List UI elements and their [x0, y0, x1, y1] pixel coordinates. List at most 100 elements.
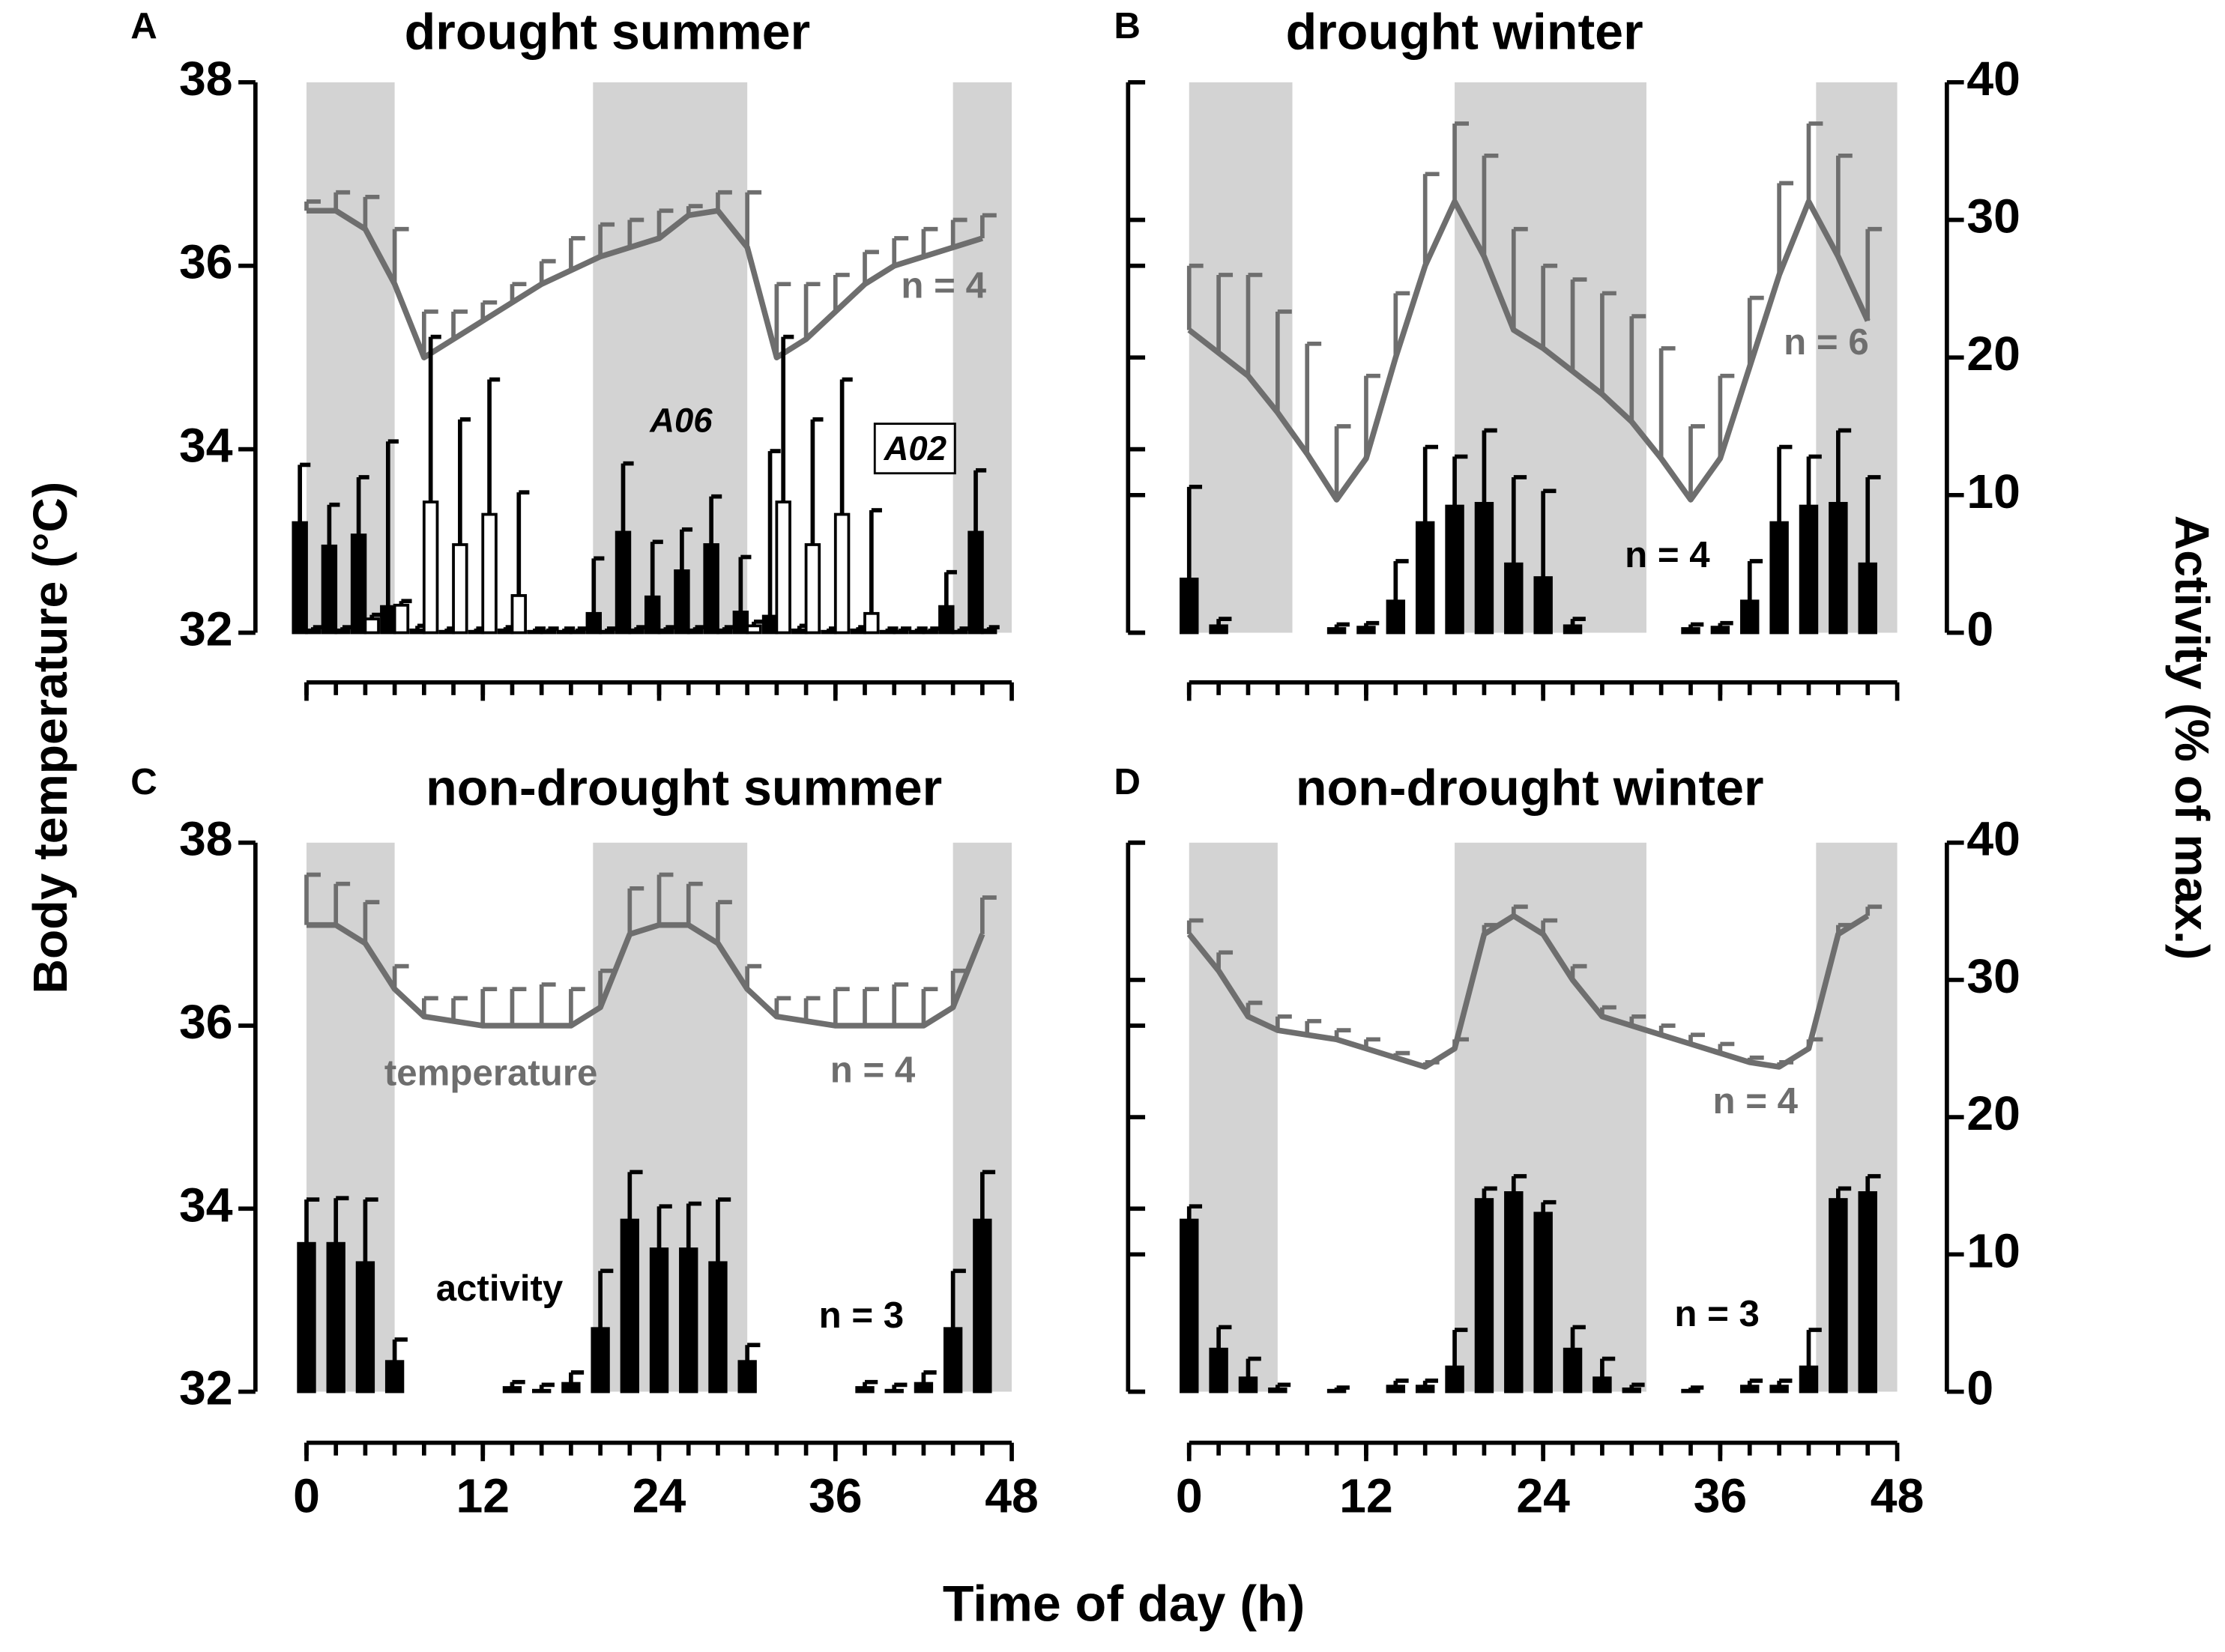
activity-error-bar: [810, 417, 824, 545]
temperature-error-bar: [980, 895, 997, 934]
x-tick-label: 12: [456, 1468, 510, 1522]
activity-error-bar: [1216, 617, 1232, 626]
temperature-error-bar: [1777, 181, 1794, 275]
activity-bar: [556, 629, 573, 635]
activity-bar: [649, 1247, 669, 1394]
activity-error-bar: [863, 1379, 878, 1388]
activity-error-bar: [1216, 1325, 1232, 1349]
activity-bar: [1326, 1388, 1347, 1394]
temperature-error-bar: [833, 987, 850, 1026]
activity-bar: [1622, 1387, 1642, 1394]
activity-bar: [1858, 1191, 1877, 1394]
activity-bar: [321, 544, 338, 635]
activity-error-bar: [605, 626, 618, 632]
activity-error-bar: [752, 619, 765, 626]
annotation: n = 4: [1712, 1080, 1798, 1122]
annotation: n = 4: [1625, 534, 1710, 575]
x-tick-label: 0: [293, 1468, 320, 1522]
activity-error-bar: [869, 508, 882, 614]
y2-tick-label: 0: [1966, 1361, 1993, 1415]
activity-error-bar: [986, 625, 1000, 630]
y-tick-label: 36: [179, 995, 233, 1049]
y-tick-label: 32: [179, 1361, 233, 1415]
activity-error-bar: [921, 1370, 937, 1384]
activity-bar: [628, 628, 644, 635]
activity-error-bar: [562, 626, 576, 632]
temperature-error-bar: [304, 872, 321, 925]
temperature-error-bar: [598, 222, 615, 257]
activity-error-bar: [1806, 454, 1822, 506]
temperature-error-bar: [716, 190, 732, 211]
activity-bar: [1415, 1385, 1435, 1394]
temperature-error-bar: [774, 282, 791, 358]
annotation: n = 3: [1674, 1293, 1760, 1334]
temperature-error-bar: [451, 996, 468, 1021]
annotation: n = 6: [1784, 321, 1869, 363]
activity-bar: [737, 1360, 757, 1394]
activity-error-bar: [369, 612, 383, 620]
temperature-error-bar: [451, 309, 468, 339]
activity-error-bar: [1600, 1356, 1616, 1379]
panel-letter: C: [130, 761, 157, 802]
activity-error-bar: [634, 625, 647, 630]
y-tick-label: 34: [179, 1178, 233, 1232]
activity-error-bar: [1836, 428, 1852, 503]
activity-bar: [716, 628, 733, 635]
temperature-error-bar: [1836, 153, 1853, 257]
activity-error-bar: [1570, 617, 1586, 626]
y2-tick-label: 10: [1966, 1223, 2020, 1277]
temperature-line: [1187, 199, 1871, 503]
activity-bar: [679, 1247, 698, 1394]
activity-bar: [1445, 504, 1464, 635]
activity-bar: [1740, 599, 1760, 635]
y2-tick-label: 0: [1966, 602, 1993, 656]
activity-error-bar: [458, 417, 471, 545]
activity-error-bar: [899, 626, 912, 632]
temperature-error-bar: [1186, 918, 1204, 934]
activity-error-bar: [1541, 1199, 1557, 1214]
temperature-error-bar: [1600, 291, 1616, 395]
activity-error-bar: [650, 539, 663, 597]
temperature-error-bar: [921, 987, 938, 1026]
activity-error-bar: [539, 1382, 555, 1391]
temperature-line: [1186, 913, 1870, 1070]
activity-bar: [703, 543, 719, 635]
activity-bar: [355, 1261, 375, 1394]
night-shade: [306, 82, 395, 633]
activity-error-bar: [627, 1170, 643, 1220]
activity-error-bar: [621, 461, 634, 533]
activity-error-bar: [1629, 1382, 1645, 1389]
activity-bar: [708, 1261, 728, 1394]
temperature-error-bar: [1658, 346, 1676, 459]
activity-error-bar: [767, 449, 781, 617]
temperature-error-bar: [863, 987, 879, 1026]
temperature-error-bar: [1629, 314, 1646, 422]
activity-error-bar: [973, 468, 987, 533]
temperature-error-bar: [892, 236, 909, 266]
temperature-error-bar: [421, 996, 438, 1017]
temperature-error-bar: [1570, 277, 1587, 372]
activity-bar: [297, 1241, 316, 1394]
activity-bar: [746, 624, 762, 635]
activity-bar: [821, 629, 837, 635]
temperature-error-bar: [1806, 121, 1823, 202]
y-tick-label: 34: [179, 419, 233, 473]
activity-error-bar: [533, 626, 546, 632]
activity-bar: [1681, 1388, 1700, 1394]
activity-error-bar: [546, 626, 559, 632]
activity-bar: [527, 629, 543, 635]
activity-bar: [510, 594, 528, 635]
temperature-error-bar: [539, 258, 556, 285]
activity-bar: [540, 629, 557, 635]
activity-error-bar: [1364, 620, 1380, 628]
temperature-error-bar: [774, 996, 791, 1017]
activity-error-bar: [1186, 1204, 1203, 1220]
panel-title: drought winter: [1286, 3, 1643, 60]
activity-error-bar: [738, 554, 752, 612]
activity-error-bar: [333, 1196, 349, 1244]
activity-bar: [350, 533, 367, 635]
x-tick-label: 36: [1694, 1468, 1748, 1522]
activity-error-bar: [1246, 1356, 1261, 1379]
activity-bar: [967, 530, 984, 635]
x-tick-label: 24: [633, 1468, 686, 1522]
